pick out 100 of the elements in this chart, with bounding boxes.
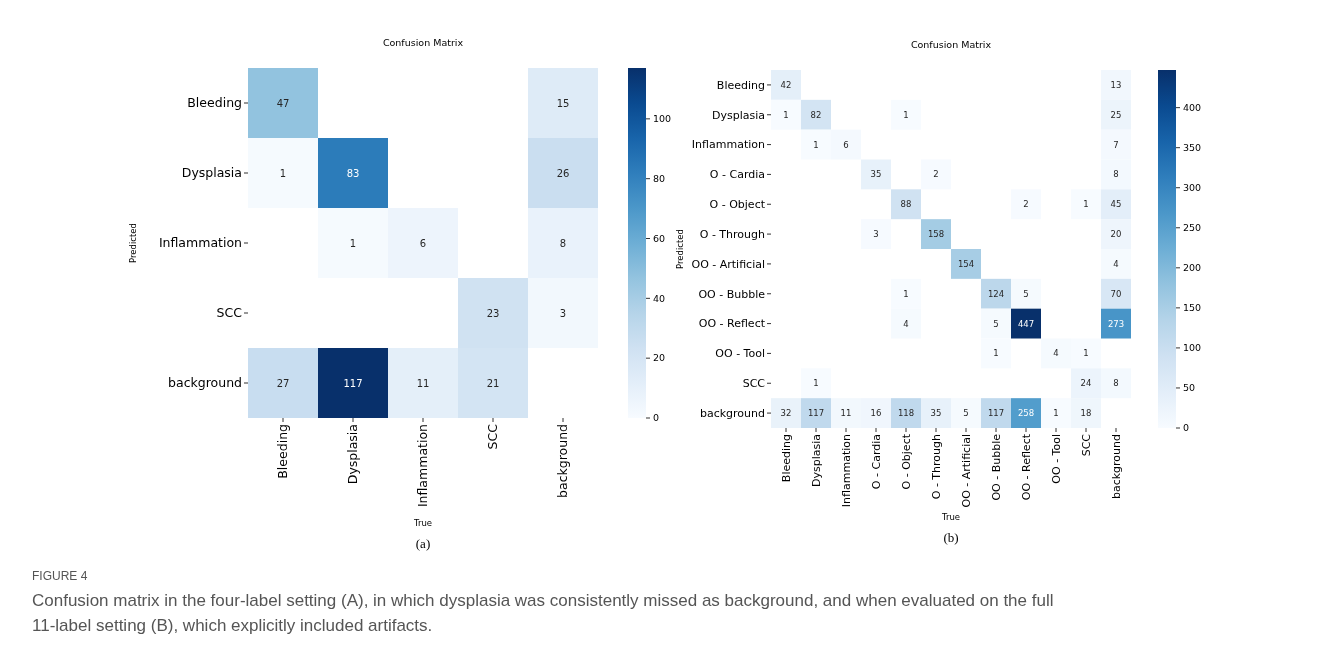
color-bar-label: 0	[1183, 422, 1190, 434]
y-tick-label: O - Cardia	[709, 168, 765, 182]
caption: FIGURE 4	[32, 569, 88, 583]
x-tick-label: O - Object	[899, 433, 913, 490]
data-label: 26	[556, 167, 570, 179]
data-label: 7	[1113, 139, 1119, 150]
x-tick-label: SCC	[485, 423, 501, 450]
data-label: 1	[279, 167, 287, 179]
color-bar-label: 80	[653, 173, 666, 185]
x-tick-label: OO - Reflect	[1019, 433, 1033, 501]
color-bar-label: 200	[1183, 262, 1202, 274]
data-label: 15	[556, 97, 570, 109]
data-label: 5	[1023, 288, 1029, 299]
data-label: 24	[1080, 378, 1092, 389]
x-tick-label: Inflammation	[415, 424, 431, 508]
color-bar-label: 250	[1183, 222, 1202, 234]
x-axis-title: True	[412, 518, 433, 528]
data-label: 27	[276, 377, 290, 389]
data-label: 1	[903, 109, 909, 120]
x-tick-label: OO - Bubble	[989, 433, 1003, 501]
y-tick-label: O - Object	[709, 198, 766, 212]
data-label: 35	[870, 169, 882, 180]
data-label: 11	[840, 408, 852, 419]
data-label: 1	[1083, 348, 1089, 359]
y-tick-label: Bleeding	[187, 95, 242, 111]
data-label: 21	[486, 377, 500, 389]
color-bar-label: 50	[1183, 382, 1196, 394]
color-bar-label: 20	[653, 352, 666, 364]
data-label: 35	[930, 408, 942, 419]
chart-title: Confusion Matrix	[382, 37, 464, 48]
data-label: 1	[349, 237, 357, 249]
y-tick-label: Inflammation	[158, 235, 242, 251]
data-label: 18	[1080, 408, 1092, 419]
chart-title: Confusion Matrix	[910, 39, 992, 50]
data-label: 25	[1110, 109, 1122, 120]
data-label: 1	[813, 139, 819, 150]
x-tick-label: O - Cardia	[869, 434, 883, 490]
data-label: 2	[933, 169, 939, 180]
y-tick-label: Inflammation	[691, 138, 766, 152]
data-label: 4	[1053, 348, 1059, 359]
data-label: 1	[813, 378, 819, 389]
color-bar-label: 300	[1183, 182, 1202, 194]
y-tick-label: Bleeding	[716, 78, 765, 92]
data-label: 124	[987, 288, 1005, 299]
data-label: 82	[810, 109, 822, 120]
y-tick-label: O - Through	[699, 227, 766, 241]
y-tick-label: Dysplasia	[181, 165, 242, 181]
y-tick-label: OO - Artificial	[691, 257, 765, 271]
color-bar-label: 0	[653, 412, 660, 424]
data-label: 8	[1113, 169, 1119, 180]
data-label: 158	[927, 229, 945, 240]
x-tick-label: Dysplasia	[809, 434, 823, 488]
color-bar-label: 150	[1183, 302, 1202, 314]
data-label: 117	[987, 408, 1005, 419]
x-tick-label: OO - Artificial	[959, 434, 973, 508]
data-label: 1	[903, 288, 909, 299]
data-label: 447	[1017, 318, 1035, 329]
data-label: 11	[416, 377, 430, 389]
data-label: 1	[1083, 199, 1089, 210]
data-label: 83	[346, 167, 360, 179]
data-label: 5	[963, 408, 969, 419]
data-label: 23	[486, 307, 500, 319]
y-tick-label: OO - Reflect	[698, 317, 766, 331]
y-tick-label: SCC	[216, 305, 243, 321]
text: (a)	[415, 536, 431, 551]
data-label: 45	[1110, 199, 1122, 210]
x-tick-label: Inflammation	[839, 433, 853, 508]
data-label: 258	[1017, 408, 1035, 419]
text: (b)	[943, 530, 959, 545]
data-label: 42	[780, 79, 792, 90]
x-tick-label: Dysplasia	[345, 424, 361, 485]
y-tick-label: SCC	[742, 377, 766, 391]
y-tick-label: background	[168, 375, 242, 391]
data-label: 1	[783, 109, 789, 120]
color-bar-label: 100	[1183, 342, 1202, 354]
x-tick-label: SCC	[1079, 433, 1093, 457]
data-label: 8	[559, 237, 567, 249]
color-bar-label: 40	[653, 292, 666, 304]
x-tick-label: background	[1109, 434, 1123, 500]
x-tick-label: background	[555, 424, 571, 498]
y-tick-label: OO - Tool	[715, 347, 765, 361]
data-label: 13	[1110, 79, 1122, 90]
data-label: 70	[1110, 288, 1122, 299]
x-tick-label: Bleeding	[275, 424, 291, 479]
y-axis-title: Predicted	[128, 223, 138, 263]
data-label: 3	[559, 307, 567, 319]
data-label: 1	[1053, 408, 1059, 419]
data-label: 4	[1113, 258, 1119, 269]
y-axis-title: Predicted	[675, 229, 685, 269]
color-bar-label: 100	[653, 113, 672, 125]
data-label: 2	[1023, 199, 1029, 210]
x-tick-label: O - Through	[929, 433, 943, 500]
color-bar-label: 400	[1183, 101, 1202, 113]
x-axis-title: True	[940, 512, 961, 522]
data-label: 3	[873, 229, 879, 240]
data-label: 8	[1113, 378, 1119, 389]
data-label: 117	[807, 408, 825, 419]
data-label: 4	[903, 318, 909, 329]
data-label: 1	[993, 348, 999, 359]
data-label: 32	[780, 408, 792, 419]
